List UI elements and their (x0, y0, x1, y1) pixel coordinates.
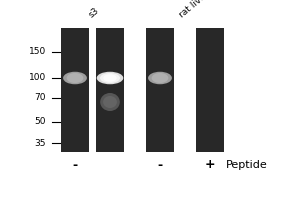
Text: 100: 100 (29, 73, 46, 82)
Bar (96, 28, 124, 152)
Ellipse shape (100, 93, 120, 111)
Ellipse shape (103, 96, 117, 108)
Text: 35: 35 (34, 138, 46, 148)
Bar (61, 28, 89, 152)
Bar (196, 28, 224, 152)
Text: -: - (72, 158, 78, 171)
Bar (146, 28, 174, 152)
Text: 150: 150 (29, 47, 46, 56)
Text: Peptide: Peptide (226, 160, 268, 170)
Text: 50: 50 (34, 117, 46, 127)
Text: rat liver: rat liver (177, 0, 210, 20)
Text: 70: 70 (34, 94, 46, 102)
Ellipse shape (67, 73, 83, 83)
Ellipse shape (63, 72, 87, 84)
Text: s3: s3 (87, 6, 101, 20)
Ellipse shape (103, 74, 117, 82)
Ellipse shape (100, 73, 120, 83)
Ellipse shape (97, 72, 123, 84)
Text: -: - (158, 158, 163, 171)
Text: +: + (205, 158, 215, 171)
Ellipse shape (148, 72, 172, 84)
Ellipse shape (152, 73, 168, 83)
